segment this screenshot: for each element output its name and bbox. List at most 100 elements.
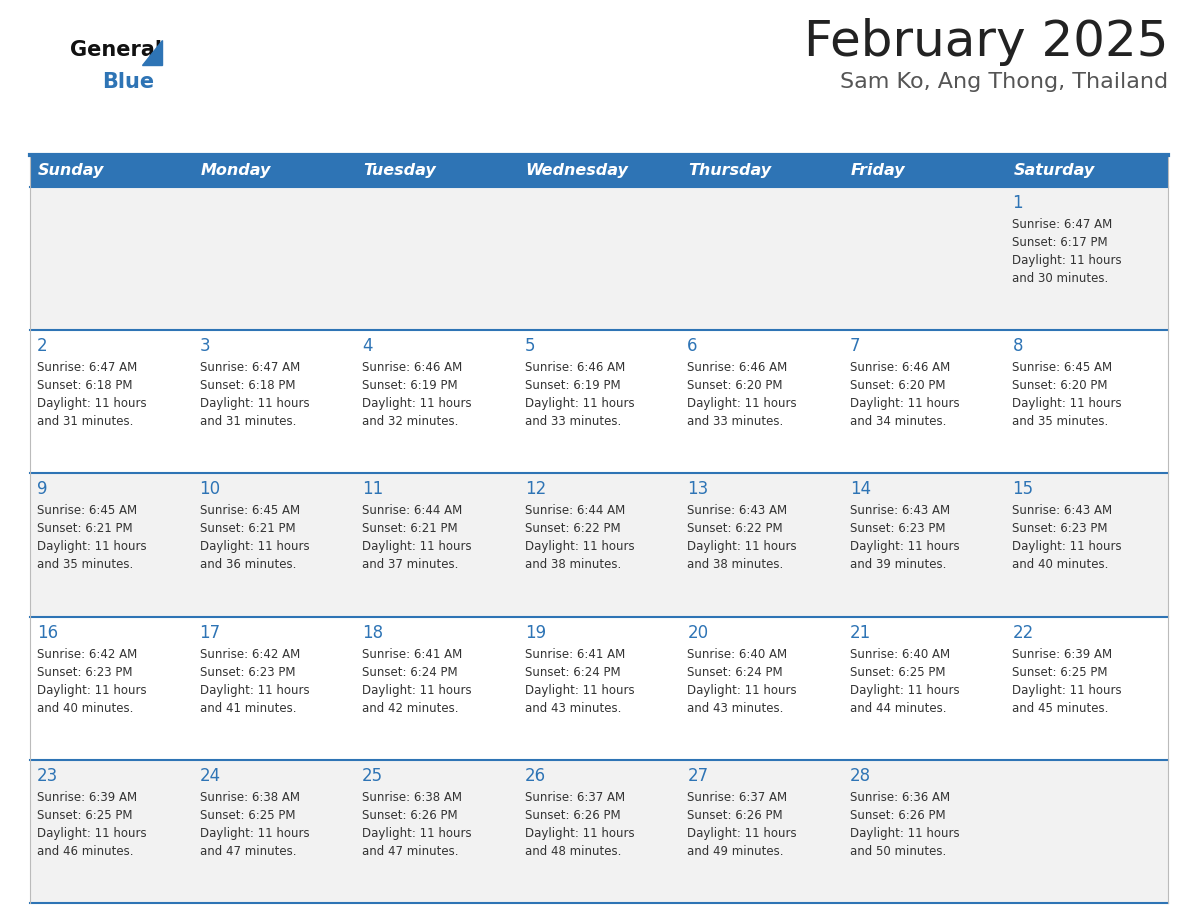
Text: Sunset: 6:22 PM: Sunset: 6:22 PM (688, 522, 783, 535)
Text: Sunrise: 6:42 AM: Sunrise: 6:42 AM (37, 647, 138, 661)
Text: Sunrise: 6:46 AM: Sunrise: 6:46 AM (849, 361, 950, 375)
Text: Monday: Monday (201, 163, 271, 178)
Text: 20: 20 (688, 623, 708, 642)
Text: Sunrise: 6:45 AM: Sunrise: 6:45 AM (200, 504, 299, 518)
Text: Sunset: 6:20 PM: Sunset: 6:20 PM (1012, 379, 1108, 392)
Text: Daylight: 11 hours: Daylight: 11 hours (37, 397, 146, 410)
Text: Saturday: Saturday (1013, 163, 1094, 178)
Text: and 35 minutes.: and 35 minutes. (1012, 415, 1108, 428)
Text: Daylight: 11 hours: Daylight: 11 hours (849, 827, 960, 840)
Text: February 2025: February 2025 (803, 18, 1168, 66)
Text: Sunset: 6:18 PM: Sunset: 6:18 PM (37, 379, 133, 392)
Text: 21: 21 (849, 623, 871, 642)
Text: Daylight: 11 hours: Daylight: 11 hours (849, 397, 960, 410)
Text: Sunset: 6:23 PM: Sunset: 6:23 PM (200, 666, 295, 678)
Text: Sunrise: 6:46 AM: Sunrise: 6:46 AM (525, 361, 625, 375)
Text: 28: 28 (849, 767, 871, 785)
Text: 18: 18 (362, 623, 384, 642)
Text: 25: 25 (362, 767, 384, 785)
Text: and 31 minutes.: and 31 minutes. (37, 415, 133, 428)
Text: and 47 minutes.: and 47 minutes. (362, 845, 459, 857)
Bar (30, 330, 1168, 474)
Text: Sunset: 6:21 PM: Sunset: 6:21 PM (37, 522, 133, 535)
Text: Daylight: 11 hours: Daylight: 11 hours (525, 684, 634, 697)
Text: 15: 15 (1012, 480, 1034, 498)
Text: Daylight: 11 hours: Daylight: 11 hours (37, 827, 146, 840)
Text: and 34 minutes.: and 34 minutes. (849, 415, 946, 428)
Text: Sunrise: 6:47 AM: Sunrise: 6:47 AM (1012, 218, 1113, 231)
Text: Sunday: Sunday (38, 163, 105, 178)
Text: Sunset: 6:21 PM: Sunset: 6:21 PM (362, 522, 457, 535)
Text: Sunrise: 6:42 AM: Sunrise: 6:42 AM (200, 647, 299, 661)
Text: Sunset: 6:17 PM: Sunset: 6:17 PM (1012, 236, 1108, 249)
Text: Daylight: 11 hours: Daylight: 11 hours (1012, 397, 1121, 410)
Text: Sunrise: 6:41 AM: Sunrise: 6:41 AM (362, 647, 462, 661)
Text: Sunrise: 6:47 AM: Sunrise: 6:47 AM (37, 361, 138, 375)
Text: Daylight: 11 hours: Daylight: 11 hours (688, 397, 797, 410)
Text: Sunset: 6:21 PM: Sunset: 6:21 PM (200, 522, 295, 535)
Text: 6: 6 (688, 337, 697, 355)
Text: Sunset: 6:25 PM: Sunset: 6:25 PM (200, 809, 295, 822)
Text: Sunset: 6:20 PM: Sunset: 6:20 PM (688, 379, 783, 392)
Text: Sunset: 6:25 PM: Sunset: 6:25 PM (37, 809, 133, 822)
Text: Daylight: 11 hours: Daylight: 11 hours (200, 541, 309, 554)
Text: 7: 7 (849, 337, 860, 355)
Text: Daylight: 11 hours: Daylight: 11 hours (37, 541, 146, 554)
Text: Sunset: 6:24 PM: Sunset: 6:24 PM (362, 666, 457, 678)
Text: 4: 4 (362, 337, 373, 355)
Text: and 45 minutes.: and 45 minutes. (1012, 701, 1108, 714)
Text: Sunrise: 6:45 AM: Sunrise: 6:45 AM (1012, 361, 1112, 375)
Text: Daylight: 11 hours: Daylight: 11 hours (849, 541, 960, 554)
Text: Sunset: 6:23 PM: Sunset: 6:23 PM (1012, 522, 1108, 535)
Text: 27: 27 (688, 767, 708, 785)
Text: and 36 minutes.: and 36 minutes. (200, 558, 296, 571)
Text: 14: 14 (849, 480, 871, 498)
Text: 22: 22 (1012, 623, 1034, 642)
Text: Daylight: 11 hours: Daylight: 11 hours (1012, 684, 1121, 697)
Text: Sunset: 6:25 PM: Sunset: 6:25 PM (1012, 666, 1108, 678)
Text: Friday: Friday (851, 163, 905, 178)
Text: 9: 9 (37, 480, 48, 498)
Text: Daylight: 11 hours: Daylight: 11 hours (362, 684, 472, 697)
Text: 11: 11 (362, 480, 384, 498)
Text: Sunset: 6:24 PM: Sunset: 6:24 PM (688, 666, 783, 678)
Text: Sunrise: 6:44 AM: Sunrise: 6:44 AM (525, 504, 625, 518)
Text: Sunrise: 6:38 AM: Sunrise: 6:38 AM (362, 790, 462, 804)
Text: Sunset: 6:18 PM: Sunset: 6:18 PM (200, 379, 295, 392)
Text: Sunrise: 6:46 AM: Sunrise: 6:46 AM (688, 361, 788, 375)
Text: Daylight: 11 hours: Daylight: 11 hours (688, 541, 797, 554)
Text: 3: 3 (200, 337, 210, 355)
Text: and 35 minutes.: and 35 minutes. (37, 558, 133, 571)
Text: Sunrise: 6:45 AM: Sunrise: 6:45 AM (37, 504, 137, 518)
Text: and 50 minutes.: and 50 minutes. (849, 845, 946, 857)
Text: Sunset: 6:26 PM: Sunset: 6:26 PM (525, 809, 620, 822)
Text: Sunrise: 6:38 AM: Sunrise: 6:38 AM (200, 790, 299, 804)
Text: Daylight: 11 hours: Daylight: 11 hours (688, 684, 797, 697)
Text: 12: 12 (525, 480, 546, 498)
Text: Daylight: 11 hours: Daylight: 11 hours (688, 827, 797, 840)
Text: 26: 26 (525, 767, 545, 785)
Bar (30, 155, 1168, 187)
Text: Wednesday: Wednesday (526, 163, 628, 178)
Text: Thursday: Thursday (688, 163, 771, 178)
Text: General: General (70, 40, 162, 60)
Text: 2: 2 (37, 337, 48, 355)
Text: 10: 10 (200, 480, 221, 498)
Text: Sunset: 6:19 PM: Sunset: 6:19 PM (525, 379, 620, 392)
Text: and 33 minutes.: and 33 minutes. (688, 415, 784, 428)
Text: Sunset: 6:20 PM: Sunset: 6:20 PM (849, 379, 946, 392)
Text: 23: 23 (37, 767, 58, 785)
Text: Sunrise: 6:47 AM: Sunrise: 6:47 AM (200, 361, 299, 375)
Bar (30, 617, 1168, 760)
Text: Daylight: 11 hours: Daylight: 11 hours (362, 827, 472, 840)
Text: Daylight: 11 hours: Daylight: 11 hours (1012, 254, 1121, 267)
Text: Sunrise: 6:36 AM: Sunrise: 6:36 AM (849, 790, 950, 804)
Text: Sunrise: 6:40 AM: Sunrise: 6:40 AM (849, 647, 950, 661)
Text: Sunrise: 6:40 AM: Sunrise: 6:40 AM (688, 647, 788, 661)
Text: and 46 minutes.: and 46 minutes. (37, 845, 133, 857)
Text: and 40 minutes.: and 40 minutes. (37, 701, 133, 714)
Text: Sunset: 6:25 PM: Sunset: 6:25 PM (849, 666, 946, 678)
Text: Sunset: 6:26 PM: Sunset: 6:26 PM (849, 809, 946, 822)
Text: Sunrise: 6:39 AM: Sunrise: 6:39 AM (37, 790, 137, 804)
Text: Sunrise: 6:44 AM: Sunrise: 6:44 AM (362, 504, 462, 518)
